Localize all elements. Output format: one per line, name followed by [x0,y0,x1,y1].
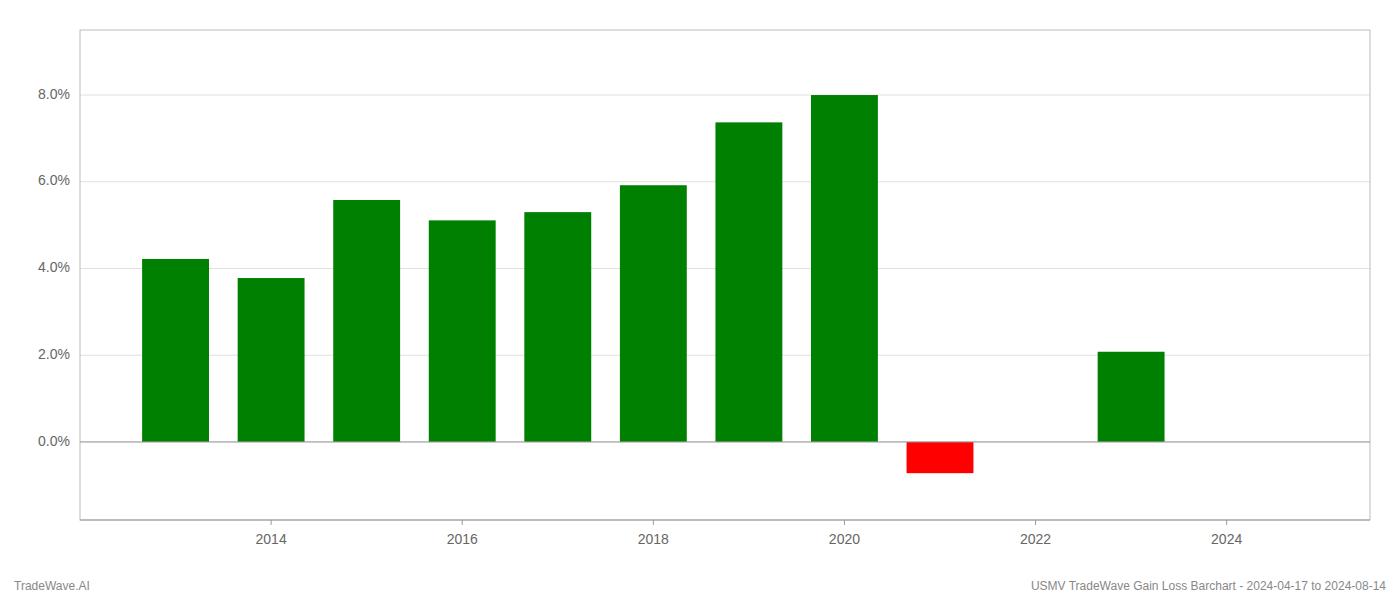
bar [620,185,687,442]
x-tick-label: 2014 [256,531,287,547]
footer-text: USMV TradeWave Gain Loss Barchart - 2024… [1031,579,1386,593]
zero-line [80,441,1370,442]
plot-frame [80,30,1370,520]
x-tick-label: 2024 [1211,531,1242,547]
grid-line [80,95,1370,96]
y-tick-label: 4.0% [38,259,70,275]
x-tick [653,520,654,525]
x-axis-line [80,520,1370,521]
x-tick-label: 2022 [1020,531,1051,547]
y-tick-label: 0.0% [38,433,70,449]
y-axis: 0.0% 2.0% 4.0% 6.0% 8.0% [38,86,70,449]
bar [524,212,591,442]
x-tick [1035,520,1036,525]
chart-svg: 0.0% 2.0% 4.0% 6.0% 8.0% 2014 2016 2018 2020 2022… [0,0,1400,600]
background [0,0,1400,600]
y-tick-label: 8.0% [38,86,70,102]
footer: TradeWave.AI USMV TradeWave Gain Loss Bar… [14,579,1386,593]
chart-container: 0.0% 2.0% 4.0% 6.0% 8.0% 2014 2016 2018 2020 2022… [0,0,1400,600]
bar [715,122,782,442]
bar [907,442,974,473]
bar [429,220,496,442]
x-tick [271,520,272,525]
x-tick [844,520,845,525]
y-tick-label: 2.0% [38,346,70,362]
x-tick [462,520,463,525]
y-tick-label: 6.0% [38,172,70,188]
bars [142,95,1164,473]
bar [333,200,400,442]
footer-text: TradeWave.AI [14,579,90,593]
x-tick-label: 2018 [638,531,669,547]
x-tick [1226,520,1227,525]
x-tick-label: 2020 [829,531,860,547]
bar [1098,352,1165,442]
x-tick-label: 2016 [447,531,478,547]
bar [811,95,878,442]
x-axis: 2014 2016 2018 2020 2022 2024 [80,520,1370,547]
bar [238,278,305,442]
grid-line [80,441,1370,442]
grid [80,95,1370,442]
bar [142,259,209,442]
